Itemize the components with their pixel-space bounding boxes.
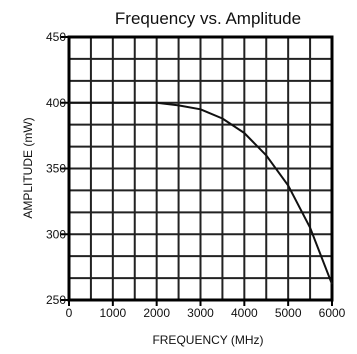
y-tick-label: 300: [46, 227, 66, 241]
y-tick-label: 450: [46, 30, 66, 44]
y-axis-label: AMPLITUDE (mW): [21, 117, 35, 218]
series-line: [69, 101, 333, 285]
y-tick-label: 250: [46, 293, 66, 307]
x-tick-label: 6000: [319, 306, 346, 320]
grid: [69, 37, 332, 300]
x-tick-label: 5000: [275, 306, 302, 320]
x-axis-ticks: 0 1000 2000 3000 4000 5000 6000: [66, 300, 346, 320]
x-tick-label: 1000: [99, 306, 126, 320]
x-tick-label: 2000: [143, 306, 170, 320]
series-group: [69, 101, 333, 285]
y-tick-label: 400: [46, 96, 66, 110]
x-tick-label: 4000: [231, 306, 258, 320]
x-tick-label: 0: [66, 306, 73, 320]
y-tick-label: 350: [46, 162, 66, 176]
x-axis-label: FREQUENCY (MHz): [152, 333, 263, 347]
y-axis-ticks: 450 400 350 300 250: [46, 30, 69, 307]
chart-title: Frequency vs. Amplitude: [115, 9, 301, 28]
x-tick-label: 3000: [187, 306, 214, 320]
